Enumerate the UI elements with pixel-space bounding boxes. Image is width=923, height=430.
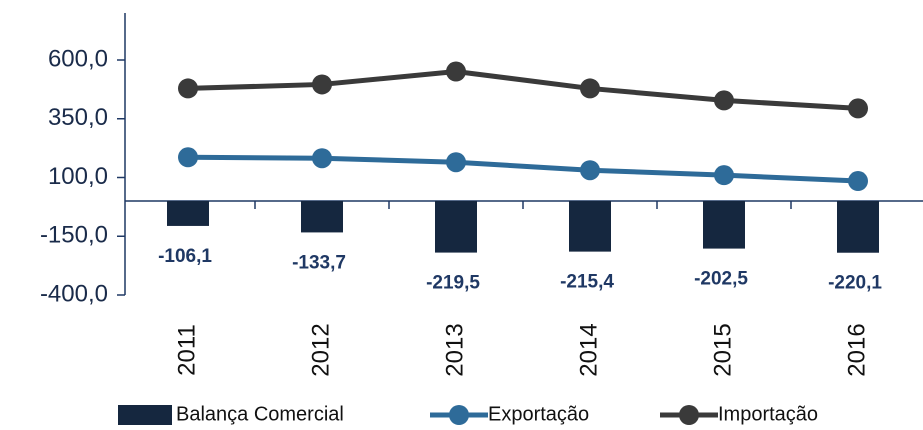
y-tick-label: 350,0 [48,104,108,131]
line [187,154,859,184]
marker [312,148,332,169]
marker [580,78,600,99]
y-tick-label: -150,0 [40,222,108,249]
x-tick-label: 2015 [709,323,736,376]
legend-label: Exportação [488,403,589,425]
marker [714,90,734,111]
marker [848,98,868,119]
marker [848,171,868,192]
legend-marker [679,405,699,425]
marker [312,74,332,95]
bar [837,201,879,253]
legend-marker [449,405,469,425]
data-label: -220,1 [828,273,882,294]
legend-label: Balança Comercial [176,403,344,425]
marker [446,152,466,173]
marker [178,147,198,168]
line [187,68,859,111]
bar [569,201,611,252]
legend-swatch [118,405,172,425]
data-label: -215,4 [560,272,614,293]
x-tick-label: 2012 [307,323,334,376]
bar [435,201,477,253]
y-tick-label: -400,0 [40,280,108,307]
data-label: -106,1 [158,246,212,267]
x-tick-label: 2014 [575,323,602,376]
marker [580,160,600,181]
y-tick-label: 600,0 [48,45,108,72]
legend-label: Importação [718,403,818,425]
bar [301,201,343,233]
data-label: -133,7 [292,252,346,273]
x-tick-label: 2016 [843,323,870,376]
marker [178,78,198,99]
bar [167,201,209,226]
y-tick-label: 100,0 [48,163,108,190]
marker [714,165,734,186]
x-tick-label: 2013 [441,323,468,376]
bar [703,201,745,249]
x-tick-label: 2011 [173,324,200,376]
data-label: -219,5 [426,273,480,294]
marker [446,61,466,82]
data-label: -202,5 [694,269,748,290]
